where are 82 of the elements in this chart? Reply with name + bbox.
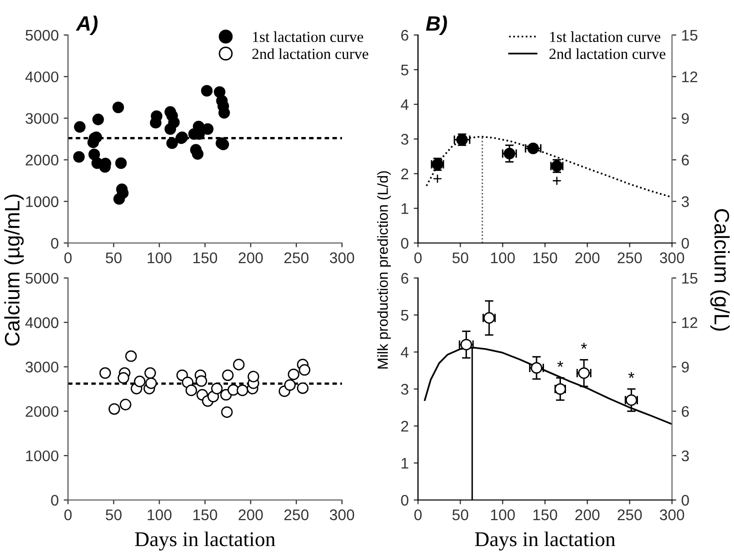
chart-title: B) bbox=[426, 16, 447, 35]
annotation: + bbox=[552, 176, 561, 185]
legend-label: 1st lactation curve bbox=[253, 31, 364, 42]
x-tick-label: 0 bbox=[64, 509, 72, 520]
y-tick-label: 4 bbox=[400, 347, 409, 358]
x-tick-label: 0 bbox=[414, 509, 422, 520]
y2-tick-label: 9 bbox=[682, 113, 689, 124]
x-tick-label: 150 bbox=[533, 252, 558, 264]
y-tick-label: 3 bbox=[401, 384, 408, 395]
x-tick-label: 150 bbox=[193, 252, 218, 264]
x-tick-label: 0 bbox=[414, 252, 422, 264]
x-tick-label: 200 bbox=[238, 252, 263, 264]
y-axis-title: Milk production prediction (L/d) bbox=[377, 171, 391, 368]
x-tick-label: 200 bbox=[575, 509, 600, 520]
y-tick-label: 0 bbox=[51, 238, 58, 249]
x-axis-title: Days in lactation bbox=[135, 532, 276, 551]
y2-tick-label: 3 bbox=[682, 450, 689, 462]
y2-tick-label: 15 bbox=[682, 273, 698, 284]
y-tick-label: 4000 bbox=[25, 71, 58, 82]
y-tick-label: 1 bbox=[402, 458, 408, 469]
y-tick-label: 3000 bbox=[26, 362, 58, 372]
x-tick-label: 250 bbox=[284, 509, 308, 520]
y-tick-label: 1000 bbox=[26, 450, 58, 462]
y-tick-label: 2000 bbox=[26, 406, 58, 417]
x-tick-label: 0 bbox=[64, 252, 72, 264]
y2-tick-label: 0 bbox=[682, 238, 689, 249]
y-tick-label: 6 bbox=[401, 272, 408, 284]
x-tick-label: 250 bbox=[618, 252, 642, 264]
x-tick-label: 50 bbox=[106, 509, 122, 520]
y2-tick-label: 9 bbox=[682, 362, 689, 372]
x-tick-label: 50 bbox=[106, 252, 122, 264]
y-tick-label: 4000 bbox=[25, 317, 58, 328]
x-tick-label: 200 bbox=[238, 509, 263, 520]
legend-label: 1st lactation curve bbox=[550, 31, 660, 42]
y-tick-label: 0 bbox=[401, 494, 408, 506]
y-tick-label: 0 bbox=[51, 494, 58, 506]
y2-axis-title: Calcium (g/L) bbox=[710, 209, 730, 331]
y-tick-label: 4 bbox=[400, 99, 409, 110]
chart-title: A) bbox=[76, 16, 98, 35]
x-tick-label: 200 bbox=[575, 252, 600, 264]
y-tick-label: 2 bbox=[401, 420, 408, 432]
y-tick-label: 2 bbox=[401, 168, 408, 180]
x-tick-label: 50 bbox=[452, 252, 468, 264]
x-tick-label: 300 bbox=[660, 509, 684, 520]
y-tick-label: 5000 bbox=[26, 272, 58, 284]
x-tick-label: 300 bbox=[660, 252, 684, 264]
y-tick-label: 5000 bbox=[26, 30, 58, 41]
y-tick-label: 1 bbox=[402, 203, 408, 214]
y-tick-label: 5 bbox=[401, 310, 408, 321]
text: 2nd lactation curve bbox=[549, 48, 666, 60]
y-tick-label: 3000 bbox=[26, 113, 58, 124]
x-tick-label: 150 bbox=[533, 509, 558, 520]
annotation: + bbox=[433, 174, 442, 183]
y-tick-label: 2000 bbox=[26, 154, 58, 166]
y2-tick-label: 6 bbox=[682, 406, 689, 417]
y2-tick-label: 12 bbox=[682, 71, 698, 82]
annotation: * bbox=[580, 342, 587, 349]
y-tick-label: 3 bbox=[401, 134, 408, 145]
annotation: * bbox=[557, 361, 564, 367]
x-tick-label: 100 bbox=[491, 252, 515, 264]
y2-tick-label: 6 bbox=[682, 154, 689, 166]
y2-tick-label: 15 bbox=[682, 30, 698, 41]
y2-tick-label: 3 bbox=[682, 196, 689, 208]
text: 2nd lactation curve bbox=[252, 48, 368, 60]
x-tick-label: 300 bbox=[330, 252, 354, 264]
y2-tick-label: 0 bbox=[682, 494, 689, 506]
x-tick-label: 150 bbox=[193, 509, 218, 520]
x-tick-label: 300 bbox=[330, 509, 354, 520]
y-tick-label: 1000 bbox=[26, 196, 58, 208]
x-tick-label: 100 bbox=[148, 509, 172, 520]
y-tick-label: 6 bbox=[401, 30, 408, 41]
x-tick-label: 250 bbox=[618, 509, 642, 520]
y2-tick-label: 12 bbox=[682, 317, 698, 328]
x-tick-label: 100 bbox=[148, 252, 172, 264]
y-tick-label: 5 bbox=[401, 64, 408, 76]
x-tick-label: 250 bbox=[284, 252, 308, 264]
y-axis-title: Calcium (µg/mL) bbox=[4, 194, 24, 346]
y-tick-label: 0 bbox=[401, 238, 408, 249]
x-tick-label: 100 bbox=[491, 509, 515, 520]
x-axis-title: Days in lactation bbox=[475, 532, 616, 551]
x-tick-label: 50 bbox=[452, 509, 468, 520]
annotation: * bbox=[628, 372, 634, 378]
